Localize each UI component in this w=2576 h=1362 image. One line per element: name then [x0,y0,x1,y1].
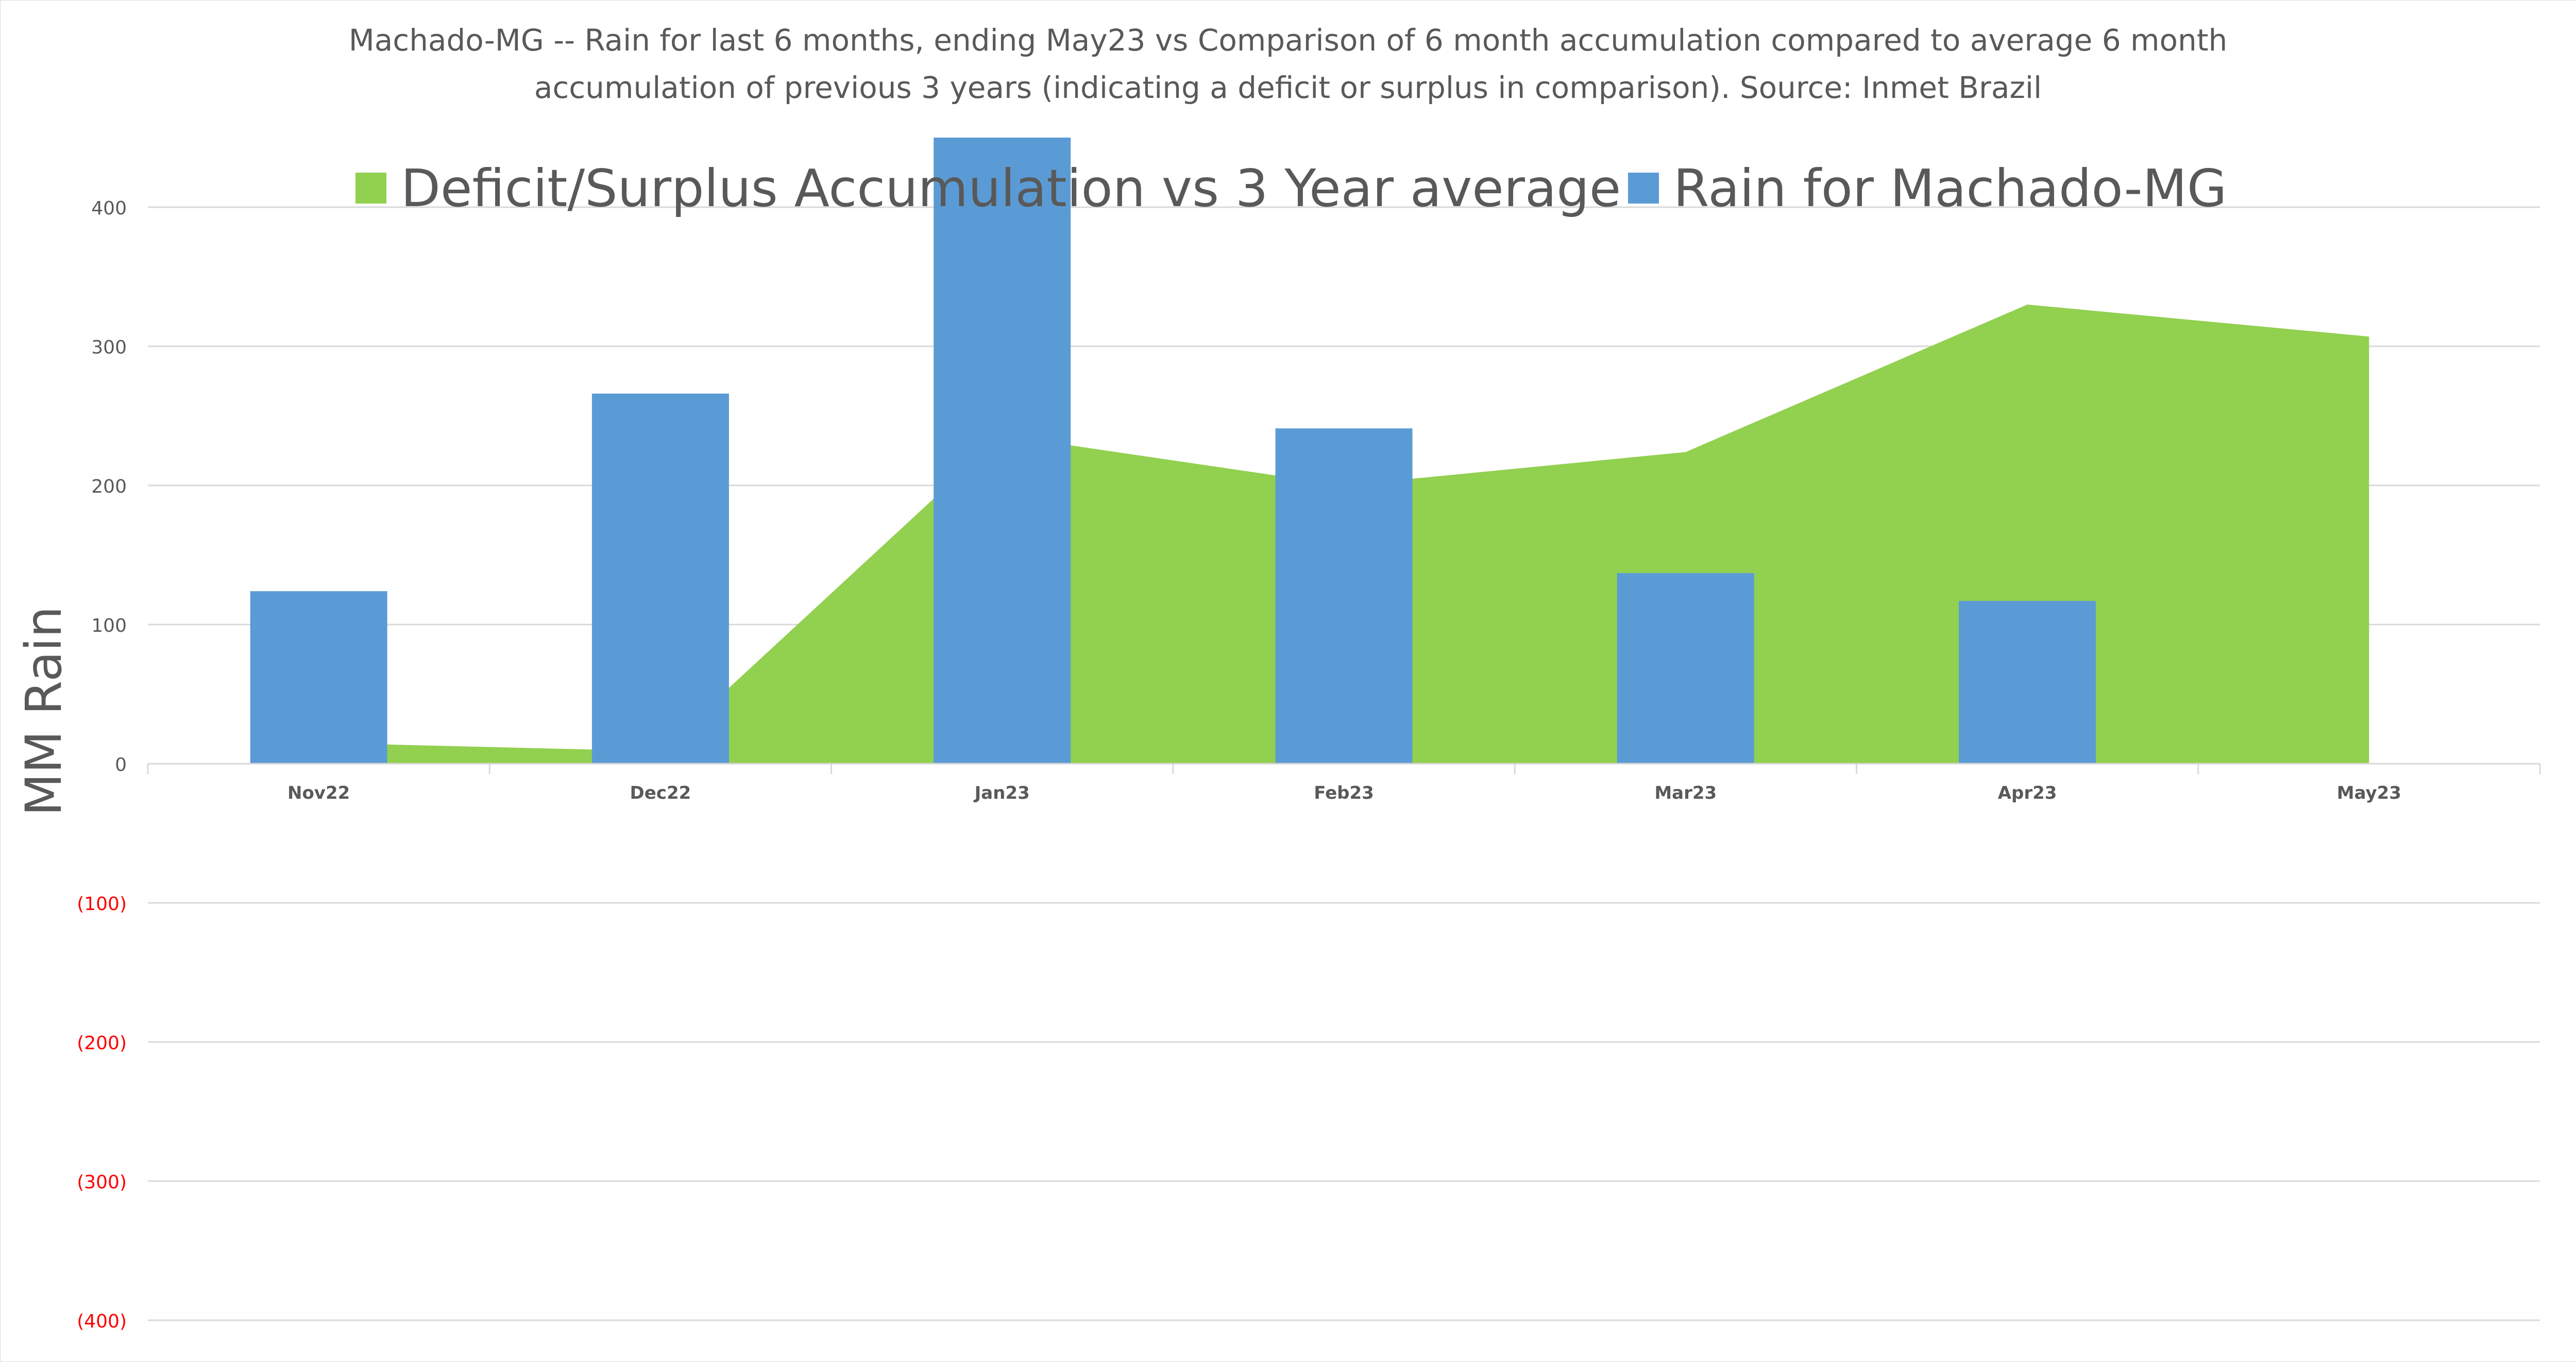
bar-rain-apr23 [1959,601,2096,764]
chart-title: Machado-MG -- Rain for last 6 months, en… [155,16,2421,111]
legend-item-rain: Rain for Machado-MG [1628,155,2227,222]
y-tick-label: 100 [91,615,127,636]
chart-title-line-1: Machado-MG -- Rain for last 6 months, en… [348,23,2228,58]
x-tick-label-feb23: Feb23 [1314,783,1374,803]
x-tick-label-apr23: Apr23 [1998,783,2057,803]
legend-item-deficit-surplus: Deficit/Surplus Accumulation vs 3 Year a… [355,155,1621,222]
chart-title-line-2: accumulation of previous 3 years (indica… [534,70,2042,105]
y-tick-label: (100) [77,894,127,915]
bar-rain-mar23 [1617,573,1754,764]
y-tick-label: (400) [77,1311,127,1332]
legend-swatch-blue [1628,173,1659,204]
y-tick-label: 300 [91,337,127,358]
bar-rain-dec22 [591,393,729,764]
y-tick-label: 400 [91,198,127,219]
bar-rain-feb23 [1275,428,1413,764]
bar-rain-jan23 [934,138,1071,764]
legend-swatch-green [355,173,386,204]
bar-rain-nov22 [250,591,387,764]
legend-label-deficit-surplus: Deficit/Surplus Accumulation vs 3 Year a… [401,158,1621,218]
y-axis-label: MM Rain [15,606,73,816]
axis-layer [147,763,2541,774]
x-tick-label-mar23: Mar23 [1654,783,1717,803]
y-tick-label: 0 [115,754,127,776]
y-tick-label: (300) [77,1172,127,1193]
x-tick-label-nov22: Nov22 [287,783,350,803]
x-tick-label-may23: May23 [2337,783,2401,803]
y-tick-label: (200) [77,1033,127,1054]
x-tick-label-dec22: Dec22 [630,783,691,803]
bar-series-layer [250,138,2096,764]
x-tick-label-jan23: Jan23 [974,783,1030,803]
legend-label-rain: Rain for Machado-MG [1673,158,2227,218]
x-tick-labels: Nov22 Dec22 Jan23 Feb23 Mar23 Apr23 May23 [287,783,2401,803]
y-tick-label: 200 [91,476,127,497]
y-tick-labels: 400 300 200 100 0 (100) (200) (300) (400) [77,198,127,1332]
